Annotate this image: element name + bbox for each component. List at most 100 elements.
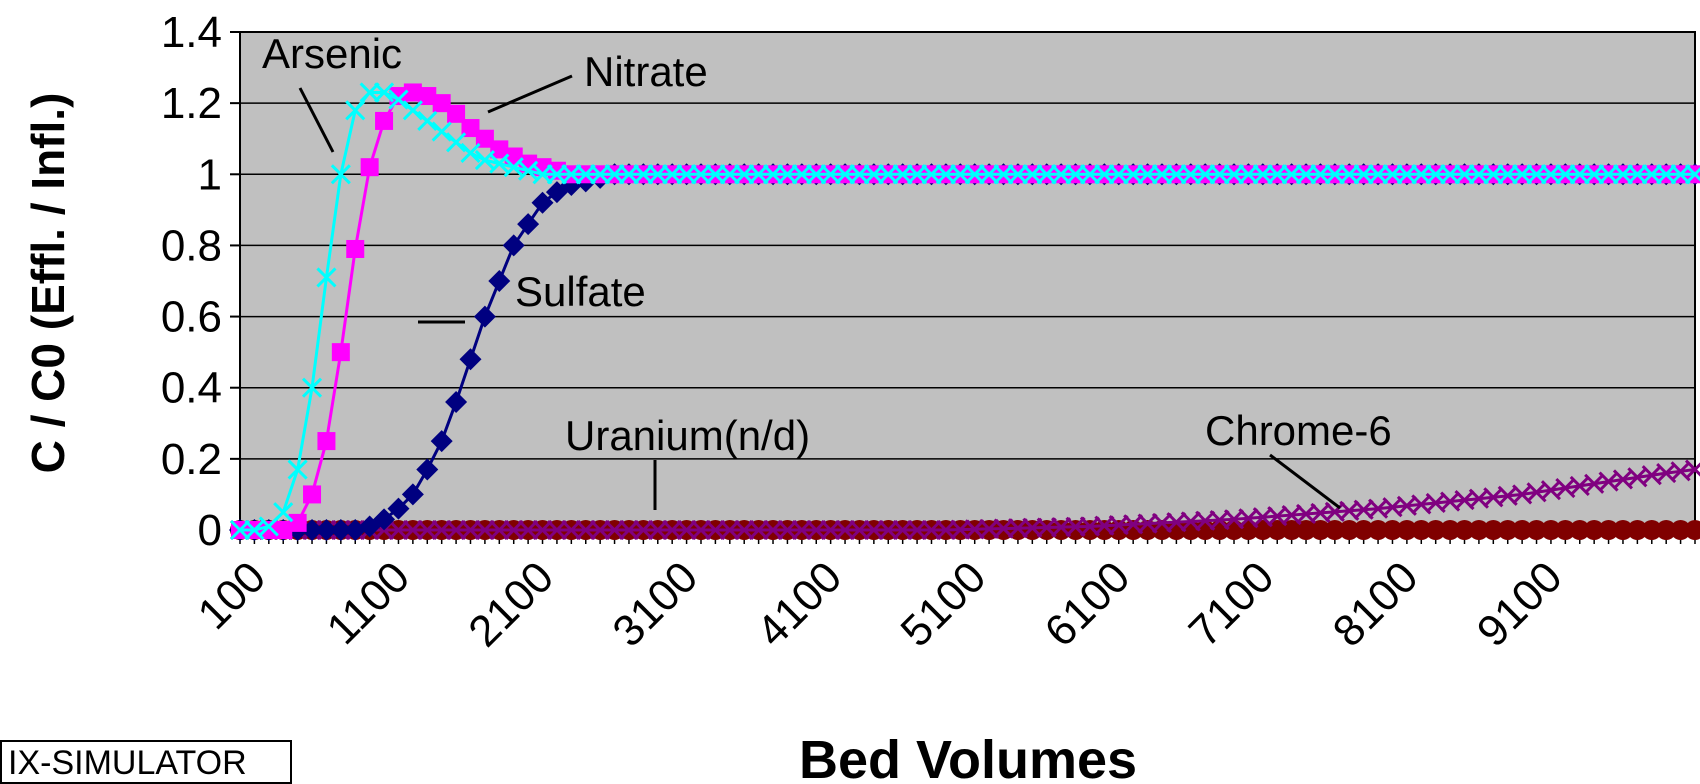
arsenic-annotation: Arsenic [262, 30, 402, 77]
data-point-arsenic [490, 140, 509, 159]
data-point-uranium-n-d [1411, 520, 1432, 540]
data-point-chrome-6 [647, 519, 668, 541]
data-point-chrome-6 [489, 519, 510, 541]
data-point-uranium-n-d [1569, 520, 1590, 540]
data-point-chrome-6 [849, 519, 870, 541]
x-tick-label: 9100 [1468, 552, 1572, 656]
chrome6-annotation: Chrome-6 [1205, 407, 1392, 454]
data-point-nitrate [935, 164, 956, 185]
data-point-chrome-6 [446, 519, 467, 541]
data-point-nitrate [1324, 164, 1345, 185]
data-point-nitrate [345, 100, 366, 121]
data-point-chrome-6 [546, 519, 567, 541]
data-point-nitrate [301, 377, 323, 398]
data-point-nitrate [1252, 164, 1273, 185]
data-point-nitrate [820, 164, 841, 185]
data-point-arsenic [432, 94, 451, 113]
data-point-nitrate [964, 164, 985, 185]
data-point-chrome-6 [719, 519, 740, 541]
y-axis-tick-labels: 0 0.2 0.4 0.6 0.8 1 1.2 1.4 [161, 8, 222, 555]
data-point-nitrate [575, 164, 596, 185]
data-point-uranium-n-d [1598, 520, 1619, 540]
x-tick-label: 100 [189, 552, 276, 639]
x-tick-label: 2100 [459, 552, 563, 656]
data-point-sulfate [329, 519, 352, 541]
data-point-nitrate [762, 164, 784, 185]
data-point-nitrate [1137, 164, 1158, 185]
data-point-nitrate [1483, 164, 1504, 185]
data-point-chrome-6 [618, 519, 640, 541]
data-point-nitrate [1612, 164, 1634, 185]
data-point-nitrate [878, 164, 899, 185]
data-point-nitrate [1670, 164, 1691, 185]
data-point-nitrate [705, 164, 726, 185]
data-point-arsenic [303, 485, 322, 504]
data-point-nitrate [1022, 164, 1043, 185]
data-point-uranium-n-d [1382, 520, 1403, 540]
data-point-nitrate [662, 164, 683, 185]
data-point-uranium-n-d [1296, 520, 1317, 540]
x-tick-label: 7100 [1180, 552, 1284, 656]
data-point-nitrate [287, 459, 308, 480]
data-point-nitrate [1598, 164, 1619, 185]
data-point-nitrate [1368, 164, 1389, 185]
data-point-uranium-n-d [1483, 520, 1504, 540]
sulfate-annotation: Sulfate [515, 268, 646, 315]
data-point-nitrate [1584, 164, 1605, 185]
data-point-nitrate [993, 164, 1014, 185]
series-line-chrome-6 [240, 468, 1696, 532]
data-point-chrome-6 [460, 519, 481, 541]
x-tick-label: 5100 [892, 552, 996, 656]
data-point-nitrate [561, 164, 582, 185]
data-point-arsenic [288, 513, 307, 532]
data-point-arsenic [375, 111, 394, 130]
data-point-nitrate [532, 164, 553, 185]
data-point-uranium-n-d [1656, 520, 1677, 540]
data-point-sulfate [488, 270, 511, 292]
y-tick-label: 0.4 [161, 364, 222, 413]
data-point-nitrate [892, 164, 913, 185]
data-point-nitrate [1281, 164, 1302, 185]
data-point-nitrate [748, 164, 769, 185]
x-tick-label: 6100 [1036, 552, 1140, 656]
data-point-nitrate [1094, 164, 1115, 185]
data-point-nitrate [1123, 164, 1144, 185]
data-point-nitrate [1051, 164, 1072, 185]
data-point-arsenic [447, 104, 466, 123]
data-point-chrome-6 [892, 519, 913, 541]
data-point-chrome-6 [863, 519, 884, 541]
data-point-nitrate [1512, 164, 1533, 185]
data-point-sulfate [373, 508, 396, 531]
data-point-uranium-n-d [1281, 520, 1302, 540]
data-point-nitrate [373, 82, 395, 103]
data-point-nitrate [647, 164, 668, 185]
data-point-chrome-6 [1684, 459, 1700, 480]
data-point-nitrate [330, 164, 351, 185]
simulator-badge: IX-SIMULATOR [0, 740, 292, 784]
data-point-nitrate [1108, 164, 1129, 185]
data-point-nitrate [1396, 164, 1417, 185]
data-point-nitrate [1151, 164, 1173, 185]
data-point-uranium-n-d [1627, 520, 1648, 540]
data-point-nitrate [1295, 164, 1317, 185]
data-point-nitrate [1569, 164, 1590, 185]
data-point-uranium-n-d [1396, 520, 1417, 540]
data-point-nitrate [676, 164, 697, 185]
data-point-chrome-6 [604, 519, 625, 541]
data-point-nitrate [460, 142, 481, 164]
data-point-chrome-6 [532, 519, 553, 541]
data-point-nitrate [1382, 164, 1403, 185]
data-point-nitrate [1425, 164, 1446, 185]
data-point-chrome-6 [518, 519, 539, 541]
data-point-chrome-6 [806, 519, 827, 541]
data-point-uranium-n-d [1353, 520, 1374, 540]
data-point-chrome-6 [878, 519, 899, 541]
data-point-nitrate [1007, 164, 1028, 185]
data-point-nitrate [1656, 164, 1677, 185]
series-layer [229, 82, 1700, 541]
data-point-chrome-6 [791, 519, 812, 541]
data-point-uranium-n-d [1339, 520, 1360, 540]
data-point-chrome-6 [633, 519, 654, 541]
data-point-uranium-n-d [1540, 520, 1561, 540]
